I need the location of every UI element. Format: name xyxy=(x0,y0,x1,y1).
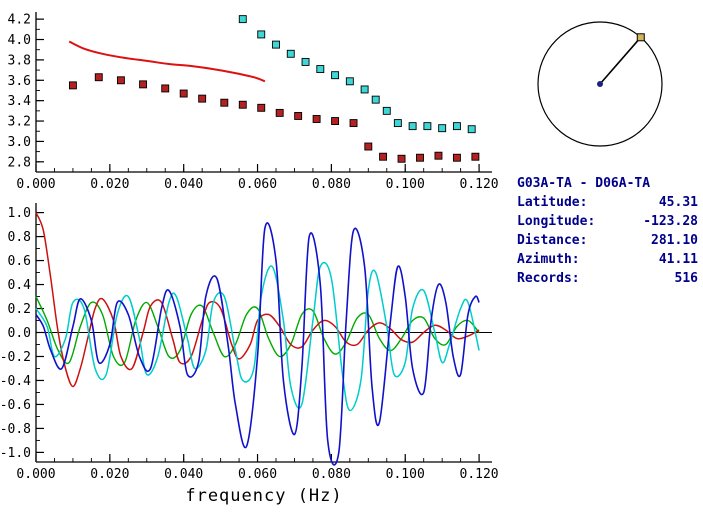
svg-text:0.000: 0.000 xyxy=(16,467,55,482)
info-row-longitude: Longitude: -123.28 xyxy=(517,212,698,231)
svg-text:3.6: 3.6 xyxy=(8,74,31,89)
svg-text:0.2: 0.2 xyxy=(8,302,31,317)
svg-text:-0.2: -0.2 xyxy=(0,350,31,365)
svg-text:0.000: 0.000 xyxy=(16,177,55,192)
info-label: Azimuth: xyxy=(517,252,580,267)
info-value: -123.28 xyxy=(643,214,698,229)
svg-text:3.2: 3.2 xyxy=(8,115,31,130)
svg-text:0.060: 0.060 xyxy=(238,177,277,192)
svg-text:-0.8: -0.8 xyxy=(0,422,31,437)
svg-text:1.0: 1.0 xyxy=(8,206,31,221)
svg-text:0.020: 0.020 xyxy=(90,177,129,192)
svg-text:0.100: 0.100 xyxy=(386,467,425,482)
station-pair-title: G03A-TA - D06A-TA xyxy=(517,176,651,191)
svg-text:0.6: 0.6 xyxy=(8,254,31,269)
azimuth-dial xyxy=(537,21,663,147)
svg-text:3.4: 3.4 xyxy=(8,94,32,109)
info-row-latitude: Latitude: 45.31 xyxy=(517,193,698,212)
svg-text:0.060: 0.060 xyxy=(238,467,277,482)
svg-text:0.100: 0.100 xyxy=(386,177,425,192)
svg-text:0.020: 0.020 xyxy=(90,467,129,482)
svg-text:0.040: 0.040 xyxy=(164,467,203,482)
svg-text:0.4: 0.4 xyxy=(8,278,32,293)
svg-text:3.8: 3.8 xyxy=(8,53,31,68)
svg-text:0.0: 0.0 xyxy=(8,326,31,341)
info-label: Distance: xyxy=(517,233,588,248)
svg-text:0.8: 0.8 xyxy=(8,230,31,245)
info-label: Latitude: xyxy=(517,195,588,210)
svg-text:0.120: 0.120 xyxy=(460,467,499,482)
svg-text:0.120: 0.120 xyxy=(460,177,499,192)
info-label: Records: xyxy=(517,271,580,286)
svg-text:0.080: 0.080 xyxy=(312,177,351,192)
info-value: 281.10 xyxy=(651,233,698,248)
svg-text:2.8: 2.8 xyxy=(8,155,31,170)
svg-text:3.0: 3.0 xyxy=(8,135,31,150)
x-axis-label: frequency (Hz) xyxy=(185,486,343,506)
svg-text:-1.0: -1.0 xyxy=(0,446,31,461)
info-value: 41.11 xyxy=(658,252,698,267)
info-row-distance: Distance: 281.10 xyxy=(517,231,698,250)
info-value: 516 xyxy=(674,271,698,286)
info-row-azimuth: Azimuth: 41.11 xyxy=(517,250,698,269)
info-value: 45.31 xyxy=(658,195,698,210)
svg-text:4.2: 4.2 xyxy=(8,13,31,28)
station-info-panel: G03A-TA - D06A-TA Latitude: 45.31 Longit… xyxy=(517,174,698,288)
svg-text:-0.4: -0.4 xyxy=(0,374,31,389)
svg-text:0.040: 0.040 xyxy=(164,177,203,192)
svg-text:-0.6: -0.6 xyxy=(0,398,31,413)
info-label: Longitude: xyxy=(517,214,596,229)
svg-text:4.0: 4.0 xyxy=(8,33,31,48)
info-row-records: Records: 516 xyxy=(517,269,698,288)
svg-text:0.080: 0.080 xyxy=(312,467,351,482)
